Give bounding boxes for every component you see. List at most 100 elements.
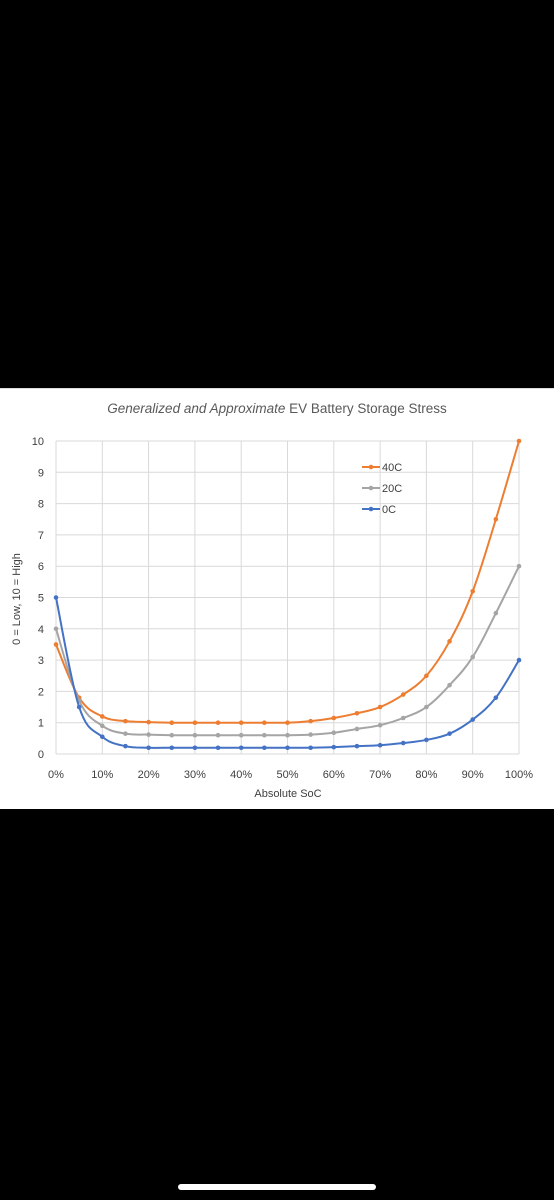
x-tick-label: 10% [91,769,113,781]
x-tick-label: 100% [505,769,533,781]
x-tick-label: 70% [369,769,391,781]
legend-item: 20C [362,483,402,495]
legend-item: 0C [362,504,396,516]
data-point [192,732,198,738]
y-tick-label: 9 [38,467,44,479]
data-point [354,711,360,716]
data-point [238,732,244,738]
data-point [192,720,198,725]
y-tick-label: 0 [38,749,44,761]
data-point [215,732,221,738]
data-point [308,718,313,724]
data-point [354,726,360,732]
data-point [354,743,360,749]
data-point [100,723,105,729]
data-point [447,731,452,736]
data-point [100,714,105,719]
series-20c [53,563,522,738]
data-point [215,745,221,751]
x-axis-ticks: 0% 10% 20% 30% 40% 50% 60% 70% 80% 90% 100% [48,769,533,781]
data-point [493,516,499,522]
data-point [285,720,290,725]
home-indicator[interactable] [178,1184,376,1190]
chart-title-rest: EV Battery Storage Stress [285,401,447,416]
chart-panel: Generalized and Approximate EV Battery S… [0,388,554,809]
chart-title-italic: Generalized and Approximate [107,401,285,416]
data-point [331,715,337,721]
x-axis-label: Absolute SoC [254,788,321,800]
data-point [424,704,429,710]
data-point [400,740,406,746]
data-point [424,737,429,743]
y-tick-label: 3 [38,655,44,667]
data-point [146,732,151,737]
chart-title: Generalized and Approximate EV Battery S… [107,401,447,416]
series-layer [53,438,522,751]
data-point [169,745,175,751]
data-point [516,438,522,444]
y-tick-label: 6 [38,561,44,573]
data-point [215,720,221,725]
data-point [53,626,59,632]
series-40c [53,438,522,725]
y-tick-label: 2 [38,686,44,698]
data-point [400,692,406,697]
data-point [470,717,476,722]
data-point [53,595,59,600]
y-tick-label: 1 [38,718,44,730]
data-point [516,563,522,569]
legend-marker [368,506,374,512]
data-point [377,704,383,710]
data-point [447,639,452,644]
data-point [331,730,337,736]
data-point [493,695,499,700]
data-point [169,732,175,738]
data-point [400,715,406,721]
data-point [262,720,267,725]
data-point [262,732,267,738]
data-point [308,745,313,751]
y-tick-label: 7 [38,530,44,542]
x-tick-label: 60% [323,769,345,781]
data-point [470,588,476,594]
x-tick-label: 80% [415,769,437,781]
data-point [285,732,290,738]
series-0c [53,595,522,751]
legend-label: 20C [382,483,402,495]
data-point [169,720,175,725]
x-tick-label: 0% [48,769,64,781]
legend-label: 40C [382,462,402,474]
data-point [447,682,452,688]
data-point [192,745,198,751]
data-point [146,745,151,751]
data-point [76,704,82,710]
x-tick-label: 50% [276,769,298,781]
x-tick-label: 20% [138,769,160,781]
x-tick-label: 40% [230,769,252,781]
data-point [123,743,128,749]
gridlines [55,440,520,755]
data-point [53,642,59,647]
data-point [377,742,383,748]
legend: 40C 20C 0C [362,462,402,516]
legend-marker [368,464,374,470]
data-point [123,718,128,724]
data-point [238,720,244,725]
data-point [262,745,267,751]
y-axis-ticks: 0 1 2 3 4 5 6 7 8 9 10 [32,436,44,761]
data-point [424,673,429,679]
y-tick-label: 5 [38,593,44,605]
data-point [377,722,383,728]
legend-label: 0C [382,504,396,516]
data-point [331,744,337,750]
x-tick-label: 90% [462,769,484,781]
data-point [100,734,105,740]
data-point [238,745,244,751]
chart-canvas: Generalized and Approximate EV Battery S… [11,401,533,800]
data-point [146,719,151,725]
data-point [308,732,313,737]
y-tick-label: 10 [32,436,44,448]
y-axis-label: 0 = Low, 10 = High [11,553,23,645]
data-point [493,610,499,616]
y-tick-label: 8 [38,499,44,511]
